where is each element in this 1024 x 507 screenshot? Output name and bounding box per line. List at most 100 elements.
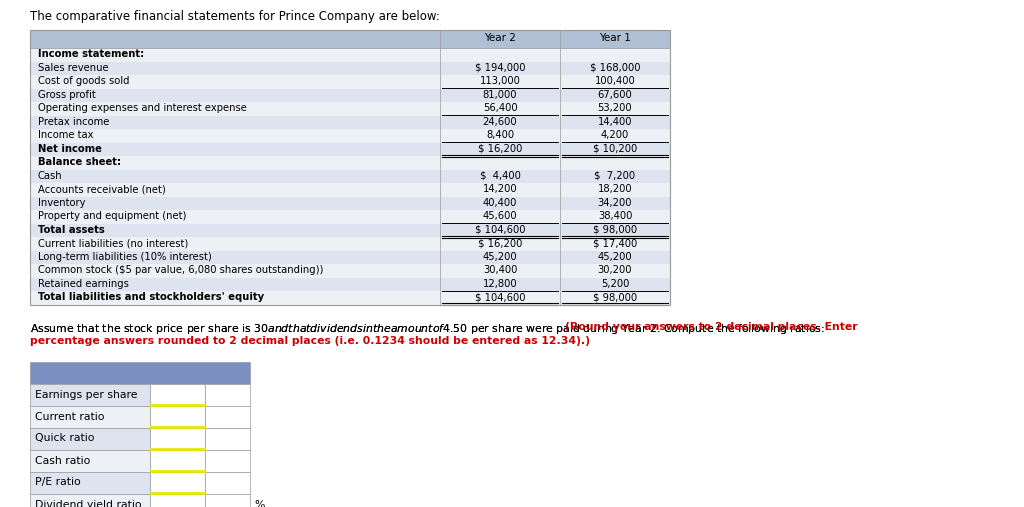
Text: Balance sheet:: Balance sheet: — [38, 157, 121, 167]
Bar — [30, 383, 150, 406]
Text: Dividend yield ratio: Dividend yield ratio — [35, 499, 141, 507]
Bar — [30, 129, 670, 142]
Text: Cash ratio: Cash ratio — [35, 455, 90, 465]
Text: Cost of goods sold: Cost of goods sold — [38, 76, 129, 86]
Text: 40,400: 40,400 — [482, 198, 517, 208]
Text: 113,000: 113,000 — [479, 76, 520, 86]
Bar — [150, 472, 205, 493]
Text: Property and equipment (net): Property and equipment (net) — [38, 211, 186, 221]
Bar — [150, 427, 205, 450]
Bar — [150, 383, 205, 406]
Bar — [30, 156, 670, 169]
Text: 56,400: 56,400 — [482, 103, 517, 113]
Text: 38,400: 38,400 — [598, 211, 632, 221]
Text: Year 1: Year 1 — [599, 33, 631, 43]
Text: 30,400: 30,400 — [482, 265, 517, 275]
Bar — [205, 472, 250, 493]
Text: Earnings per share: Earnings per share — [35, 389, 137, 400]
Bar — [205, 493, 250, 507]
Bar — [30, 89, 670, 102]
Text: Cash: Cash — [38, 171, 62, 181]
Text: $ 194,000: $ 194,000 — [475, 63, 525, 73]
Text: Total assets: Total assets — [38, 225, 104, 235]
Bar — [150, 493, 205, 507]
Text: Current ratio: Current ratio — [35, 412, 104, 421]
Bar — [30, 291, 670, 305]
Text: $ 16,200: $ 16,200 — [478, 238, 522, 248]
Bar — [30, 30, 670, 48]
Text: Net income: Net income — [38, 144, 101, 154]
Text: $ 104,600: $ 104,600 — [475, 225, 525, 235]
Bar — [30, 102, 670, 116]
Bar — [30, 361, 250, 383]
Text: %: % — [254, 499, 264, 507]
Text: 5,200: 5,200 — [601, 279, 629, 289]
Text: The comparative financial statements for Prince Company are below:: The comparative financial statements for… — [30, 10, 440, 23]
Bar — [30, 472, 150, 493]
Text: $  7,200: $ 7,200 — [595, 171, 636, 181]
Text: Retained earnings: Retained earnings — [38, 279, 129, 289]
Text: Long-term liabilities (10% interest): Long-term liabilities (10% interest) — [38, 252, 212, 262]
Text: Current liabilities (no interest): Current liabilities (no interest) — [38, 238, 188, 248]
Text: 30,200: 30,200 — [598, 265, 632, 275]
Bar — [30, 169, 670, 183]
Bar — [30, 142, 670, 156]
Bar — [30, 264, 670, 277]
Bar — [30, 237, 670, 250]
Text: 4,200: 4,200 — [601, 130, 629, 140]
Text: $ 17,400: $ 17,400 — [593, 238, 637, 248]
Text: (Round your answers to 2 decimal places. Enter: (Round your answers to 2 decimal places.… — [565, 322, 858, 333]
Text: Income tax: Income tax — [38, 130, 93, 140]
Text: 12,800: 12,800 — [482, 279, 517, 289]
Bar — [205, 383, 250, 406]
Text: $ 168,000: $ 168,000 — [590, 63, 640, 73]
Text: Assume that the stock price per share is $30 and that dividends in the amount of: Assume that the stock price per share is… — [30, 322, 826, 337]
Bar — [205, 450, 250, 472]
Text: 8,400: 8,400 — [486, 130, 514, 140]
Text: Common stock ($5 par value, 6,080 shares outstanding)): Common stock ($5 par value, 6,080 shares… — [38, 265, 324, 275]
Text: 81,000: 81,000 — [482, 90, 517, 100]
Bar — [30, 197, 670, 210]
Text: 45,200: 45,200 — [598, 252, 632, 262]
Text: 24,600: 24,600 — [482, 117, 517, 127]
Text: 14,200: 14,200 — [482, 184, 517, 194]
Text: Total liabilities and stockholders' equity: Total liabilities and stockholders' equi… — [38, 292, 264, 302]
Text: 34,200: 34,200 — [598, 198, 632, 208]
Text: 100,400: 100,400 — [595, 76, 635, 86]
Bar — [30, 183, 670, 197]
Bar — [30, 406, 150, 427]
Bar — [30, 48, 670, 61]
Text: Pretax income: Pretax income — [38, 117, 110, 127]
Bar — [30, 450, 150, 472]
Bar — [30, 493, 150, 507]
Bar — [150, 450, 205, 472]
Bar — [30, 427, 150, 450]
Bar — [150, 406, 205, 427]
Text: Operating expenses and interest expense: Operating expenses and interest expense — [38, 103, 247, 113]
Text: Quick ratio: Quick ratio — [35, 433, 94, 444]
Text: Accounts receivable (net): Accounts receivable (net) — [38, 184, 166, 194]
Text: $ 98,000: $ 98,000 — [593, 225, 637, 235]
Bar — [30, 210, 670, 224]
Text: $ 16,200: $ 16,200 — [478, 144, 522, 154]
Bar — [30, 75, 670, 89]
Bar — [30, 250, 670, 264]
Bar — [30, 277, 670, 291]
Text: Gross profit: Gross profit — [38, 90, 96, 100]
Text: Year 2: Year 2 — [484, 33, 516, 43]
Text: Inventory: Inventory — [38, 198, 85, 208]
Text: $ 98,000: $ 98,000 — [593, 292, 637, 302]
Text: 45,600: 45,600 — [482, 211, 517, 221]
Text: Income statement:: Income statement: — [38, 49, 144, 59]
Text: 14,400: 14,400 — [598, 117, 632, 127]
Bar — [30, 30, 670, 305]
Text: P/E ratio: P/E ratio — [35, 478, 81, 488]
Text: $  4,400: $ 4,400 — [479, 171, 520, 181]
Text: $ 10,200: $ 10,200 — [593, 144, 637, 154]
Text: percentage answers rounded to 2 decimal places (i.e. 0.1234 should be entered as: percentage answers rounded to 2 decimal … — [30, 336, 590, 345]
Text: 67,600: 67,600 — [598, 90, 633, 100]
Text: Assume that the stock price per share is $30 and that dividends in the amount of: Assume that the stock price per share is… — [30, 322, 826, 337]
Text: $ 104,600: $ 104,600 — [475, 292, 525, 302]
Bar — [30, 61, 670, 75]
Text: 53,200: 53,200 — [598, 103, 632, 113]
